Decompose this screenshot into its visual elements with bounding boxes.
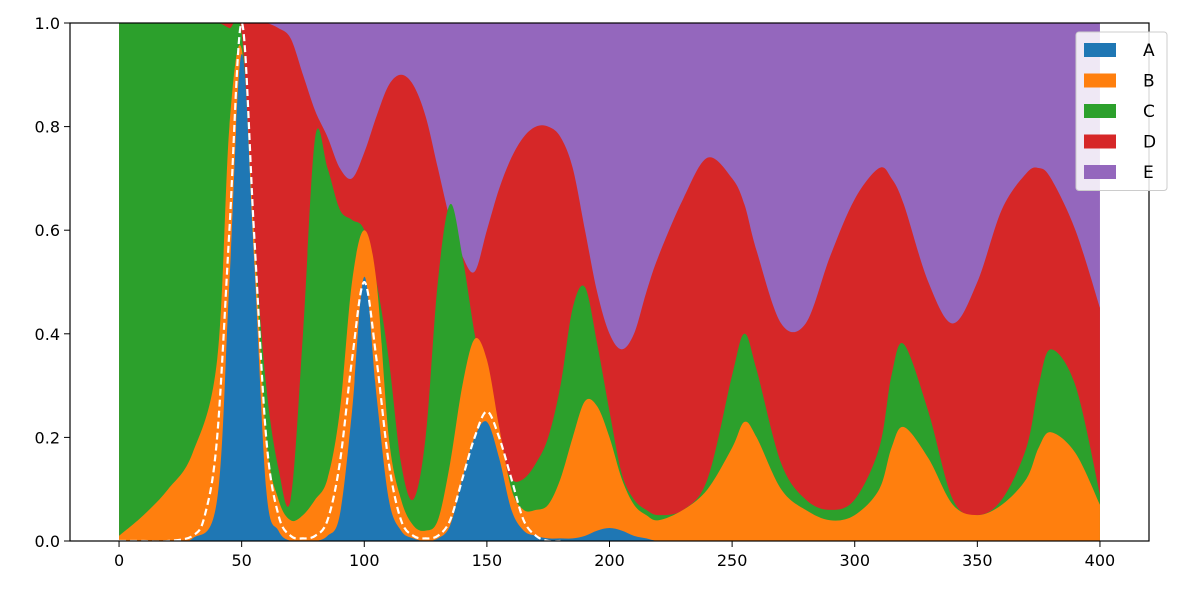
x-tick-label: 400 bbox=[1085, 551, 1116, 570]
x-tick-label: 100 bbox=[349, 551, 380, 570]
y-tick-label: 0.4 bbox=[35, 325, 60, 344]
legend-swatch-A bbox=[1084, 43, 1116, 57]
legend-label-A: A bbox=[1143, 41, 1155, 61]
x-tick-label: 250 bbox=[717, 551, 748, 570]
legend-label-B: B bbox=[1143, 72, 1155, 92]
legend-swatch-E bbox=[1084, 165, 1116, 179]
x-tick-label: 350 bbox=[962, 551, 993, 570]
legend-label-E: E bbox=[1143, 163, 1154, 183]
legend-box bbox=[1075, 31, 1168, 191]
legend-swatch-B bbox=[1084, 73, 1116, 88]
x-tick-label: 150 bbox=[472, 551, 503, 570]
legend-swatch-C bbox=[1084, 104, 1116, 118]
area-series-A bbox=[119, 54, 1100, 541]
x-tick-label: 50 bbox=[231, 551, 251, 570]
legend-label-C: C bbox=[1143, 102, 1155, 122]
x-tick-label: 0 bbox=[114, 551, 124, 570]
y-tick-label: 0.0 bbox=[35, 532, 60, 551]
y-axis: 0.0 0.2 0.4 0.6 0.8 1.0 bbox=[35, 14, 70, 551]
x-axis: 0 50 100 150 200 250 300 350 400 bbox=[114, 541, 1115, 570]
y-tick-label: 1.0 bbox=[35, 14, 60, 33]
legend-swatch-D bbox=[1084, 134, 1116, 149]
y-tick-label: 0.6 bbox=[35, 221, 60, 240]
plot-area bbox=[119, 23, 1100, 541]
y-tick-label: 0.8 bbox=[35, 118, 60, 137]
legend-label-D: D bbox=[1143, 133, 1156, 153]
x-tick-label: 200 bbox=[594, 551, 625, 570]
x-tick-label: 300 bbox=[839, 551, 870, 570]
y-tick-label: 0.2 bbox=[35, 428, 60, 447]
